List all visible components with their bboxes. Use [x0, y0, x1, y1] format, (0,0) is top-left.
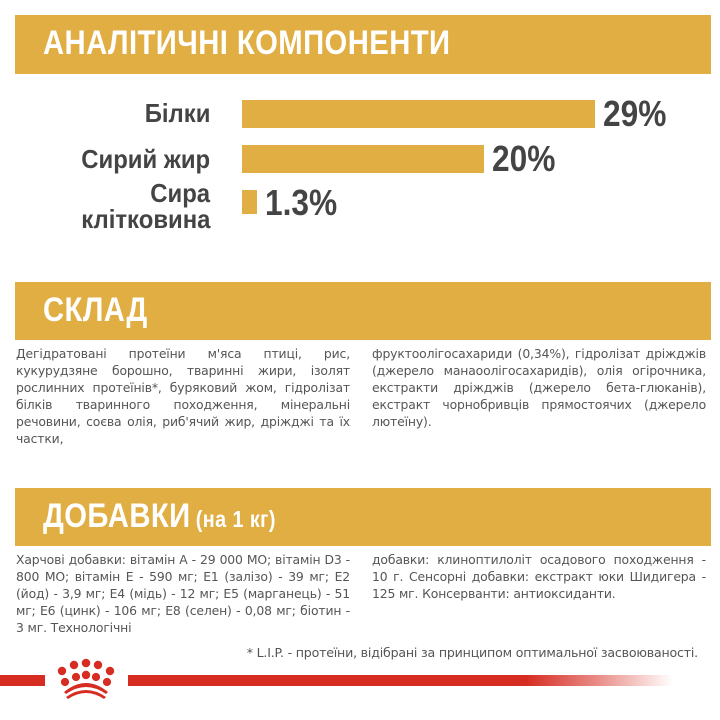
- additives-title-suffix: (на 1 кг): [195, 506, 276, 532]
- additives-title-main: ДОБАВКИ: [43, 497, 191, 535]
- composition-text-col1: Дегідратовані протеїни м'яса птиці, рис,…: [16, 346, 350, 446]
- label-fat: Сирий жир: [81, 144, 210, 174]
- bar-fiber: [242, 190, 257, 214]
- label-fiber-line1: Сира: [150, 178, 210, 208]
- label-fiber-line2: клітковина: [80, 204, 210, 234]
- bar-protein: [242, 100, 595, 128]
- additives-title: ДОБАВКИ (на 1 кг): [43, 497, 276, 536]
- bar-fat: [242, 145, 484, 173]
- label-protein: Білки: [144, 98, 210, 128]
- brand-line-right: [128, 675, 673, 686]
- composition-text-col2: фруктоолігосахариди (0,34%), гідролізат …: [372, 346, 706, 429]
- value-fiber: 1.3%: [265, 182, 338, 223]
- value-protein: 29%: [603, 93, 667, 134]
- value-fat: 20%: [492, 138, 556, 179]
- analytics-title: АНАЛІТИЧНІ КОМПОНЕНТИ: [43, 24, 451, 62]
- composition-banner: СКЛАД: [15, 282, 711, 340]
- additives-banner: ДОБАВКИ (на 1 кг): [15, 488, 711, 546]
- additives-text-col2: добавки: клиноптилоліт осадового походже…: [372, 552, 706, 601]
- additives-text-col1: Харчові добавки: вітамін А - 29 000 МО; …: [16, 552, 350, 635]
- crown-icon: [57, 658, 115, 699]
- composition-title: СКЛАД: [43, 291, 148, 329]
- analytics-banner: АНАЛІТИЧНІ КОМПОНЕНТИ: [15, 15, 711, 74]
- footnote: * L.I.P. - протеїни, відібрані за принци…: [246, 645, 698, 660]
- brand-line-left: [0, 675, 45, 686]
